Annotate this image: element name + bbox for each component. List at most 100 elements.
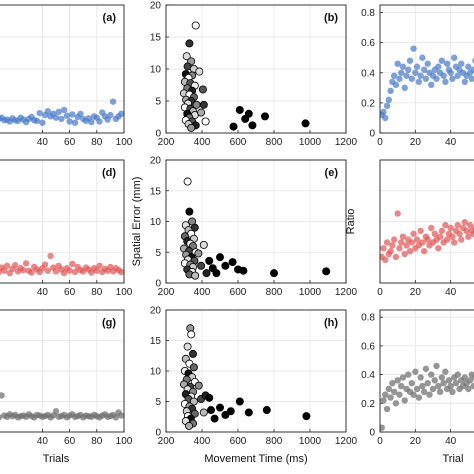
data-point	[194, 249, 203, 258]
data-point	[454, 371, 461, 378]
data-point	[417, 374, 424, 381]
data-point	[465, 63, 472, 70]
data-point	[415, 78, 423, 86]
y-tick-label: 20	[150, 306, 162, 317]
y-axis-label: Ratio	[345, 209, 357, 235]
data-series	[380, 45, 474, 122]
data-point	[413, 63, 421, 70]
x-tick-label: 1200	[335, 287, 358, 298]
data-point	[419, 382, 426, 390]
data-point	[71, 119, 79, 126]
data-point	[466, 377, 474, 384]
data-point	[410, 230, 417, 237]
data-point	[191, 271, 200, 280]
data-point	[431, 377, 438, 384]
x-tick-label: 20	[410, 137, 422, 148]
data-point	[408, 239, 415, 246]
data-point	[422, 75, 430, 82]
data-point	[449, 75, 456, 82]
y-tick-label: 0.4	[361, 370, 375, 381]
data-point	[33, 117, 41, 125]
data-point	[403, 242, 410, 249]
data-point	[447, 224, 454, 232]
x-axis-label: Trial	[443, 453, 464, 465]
data-point	[417, 72, 424, 79]
data-series	[380, 362, 474, 431]
data-point	[410, 45, 417, 52]
data-point	[199, 240, 208, 249]
data-point	[36, 109, 43, 117]
data-series	[0, 98, 124, 126]
data-point	[118, 110, 124, 117]
data-point	[66, 118, 73, 125]
axes-frame	[379, 4, 474, 134]
y-tick-label: 0	[155, 279, 161, 290]
data-point	[197, 261, 206, 270]
data-point	[189, 363, 198, 372]
data-point	[52, 114, 60, 121]
data-point	[39, 119, 46, 126]
x-tick-label: 20	[410, 436, 422, 447]
data-point	[461, 219, 468, 226]
data-point	[221, 410, 230, 419]
data-point	[210, 414, 219, 423]
data-point	[201, 117, 210, 126]
data-point	[431, 230, 438, 237]
data-point	[244, 109, 253, 118]
x-tick-label: 40	[445, 287, 457, 298]
y-tick-label: 5	[155, 397, 161, 408]
data-point	[399, 63, 407, 70]
data-point	[88, 118, 95, 126]
data-point	[468, 75, 474, 82]
x-tick-label: 60	[64, 287, 76, 298]
data-point	[470, 382, 474, 390]
data-point	[58, 115, 65, 123]
data-point	[399, 374, 407, 381]
x-tick-label: 40	[37, 287, 49, 298]
x-tick-label: 200	[158, 436, 175, 447]
data-point	[449, 233, 456, 240]
y-tick-label: 0.2	[361, 98, 375, 109]
data-point	[438, 374, 446, 381]
data-point	[428, 371, 435, 378]
data-point	[396, 75, 403, 82]
data-point	[3, 262, 11, 269]
data-point	[442, 221, 449, 229]
panel-i: 0 20 40 0 0.2 0.4 0.6 0.8 Trial	[361, 309, 474, 465]
data-point	[470, 230, 474, 237]
data-point	[52, 268, 60, 275]
data-point	[461, 78, 468, 86]
y-tick-label: 10	[150, 217, 162, 228]
x-tick-label: 40	[445, 436, 457, 447]
x-tick-label: 800	[266, 287, 283, 298]
data-point	[420, 388, 428, 396]
data-point	[401, 84, 408, 92]
data-point	[0, 392, 5, 399]
data-point	[380, 108, 387, 116]
data-point	[183, 342, 192, 351]
y-tick-label: 0	[155, 428, 161, 439]
data-point	[382, 256, 389, 264]
x-tick-label: 400	[194, 137, 211, 148]
data-point	[465, 385, 472, 393]
data-point	[454, 72, 461, 79]
data-point	[28, 269, 35, 276]
data-point	[385, 96, 393, 104]
data-point	[192, 100, 201, 109]
data-point	[262, 406, 271, 415]
x-axis-label: Trials	[43, 453, 70, 465]
data-point	[385, 385, 393, 393]
data-point	[447, 69, 454, 76]
data-point	[1, 267, 8, 274]
panel-label: (e)	[325, 167, 339, 179]
data-point	[466, 221, 474, 229]
y-axis-label: Spatial Error (mm)	[131, 177, 143, 267]
data-point	[389, 242, 396, 249]
panel-label: (a)	[103, 12, 117, 24]
data-point	[392, 400, 400, 407]
x-tick-label: 40	[445, 137, 457, 148]
y-tick-label: 0.6	[361, 38, 375, 49]
data-point	[260, 112, 269, 121]
data-point	[470, 66, 474, 73]
data-point	[20, 266, 27, 274]
